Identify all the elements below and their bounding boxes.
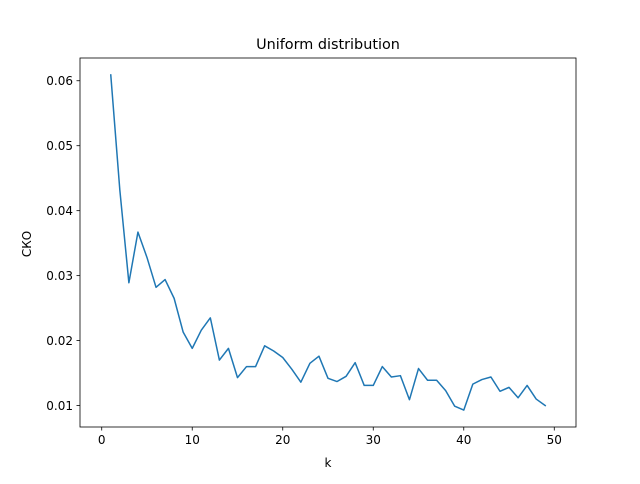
x-tick-label: 30 — [366, 433, 381, 447]
y-axis-label: СКО — [20, 231, 34, 257]
x-tick-label: 0 — [98, 433, 106, 447]
chart-title: Uniform distribution — [256, 37, 400, 53]
series-line-0 — [109, 74, 547, 411]
plot-area: 0 10 20 30 40 50 0.01 0.02 0.03 0.04 0.05 0.06 — [46, 57, 577, 447]
axes-frame — [79, 57, 577, 428]
y-tick-label: 0.02 — [46, 334, 73, 348]
y-tick-label: 0.03 — [46, 269, 73, 283]
x-axis-label: k — [325, 456, 332, 470]
y-tick-label: 0.04 — [46, 204, 73, 218]
y-tick-label: 0.06 — [46, 74, 73, 88]
y-tick-label: 0.05 — [46, 139, 73, 153]
y-tick-label: 0.01 — [46, 399, 73, 413]
x-tick-label: 20 — [275, 433, 290, 447]
x-tick-label: 10 — [185, 433, 200, 447]
x-tick-label: 40 — [456, 433, 471, 447]
x-tick-label: 50 — [547, 433, 562, 447]
